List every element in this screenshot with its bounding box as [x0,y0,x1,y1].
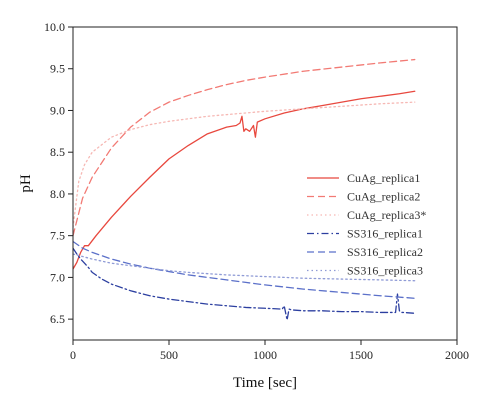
series-line-cuag-replica2 [73,58,416,237]
y-tick-label: 9.0 [50,103,65,117]
series-layer [73,58,416,321]
x-tick-label: 2000 [445,348,469,362]
y-tick-label: 9.5 [50,62,65,76]
y-tick-label: 7.0 [50,270,65,284]
legend-label: CuAg_replica3* [347,208,426,222]
legend-label: SS316_replica2 [347,245,423,259]
x-tick-label: 1500 [349,348,373,362]
series-line-ss316-replica2 [73,240,416,299]
y-tick-label: 6.5 [50,312,65,326]
legend-label: CuAg_replica2 [347,190,420,204]
x-tick-label: 500 [160,348,178,362]
y-tick-label: 8.5 [50,145,65,159]
legend-label: CuAg_replica1 [347,171,420,185]
series-line-ss316-replica1 [73,247,416,321]
y-tick-label: 8.0 [50,187,65,201]
y-tick-label: 10.0 [44,20,65,34]
y-tick-label: 7.5 [50,229,65,243]
series-line-cuag-replica1 [73,90,416,270]
legend-label: SS316_replica1 [347,227,423,241]
x-tick-label: 0 [70,348,76,362]
ticks-layer: 0 500 1000 1500 2000 6.5 7.0 7.5 8.0 8.5 9.0 9.5 10.… [44,20,469,362]
legend: CuAg_replica1 CuAg_replica2 CuAg_replica3*… [307,171,426,278]
legend-label: SS316_replica3 [347,264,423,278]
series-line-cuag-replica3 [73,101,416,228]
x-axis-label: Time [sec] [233,375,297,391]
x-tick-label: 1000 [253,348,277,362]
y-axis-label: pH [18,174,34,193]
series-line-ss316-replica3 [73,253,416,282]
